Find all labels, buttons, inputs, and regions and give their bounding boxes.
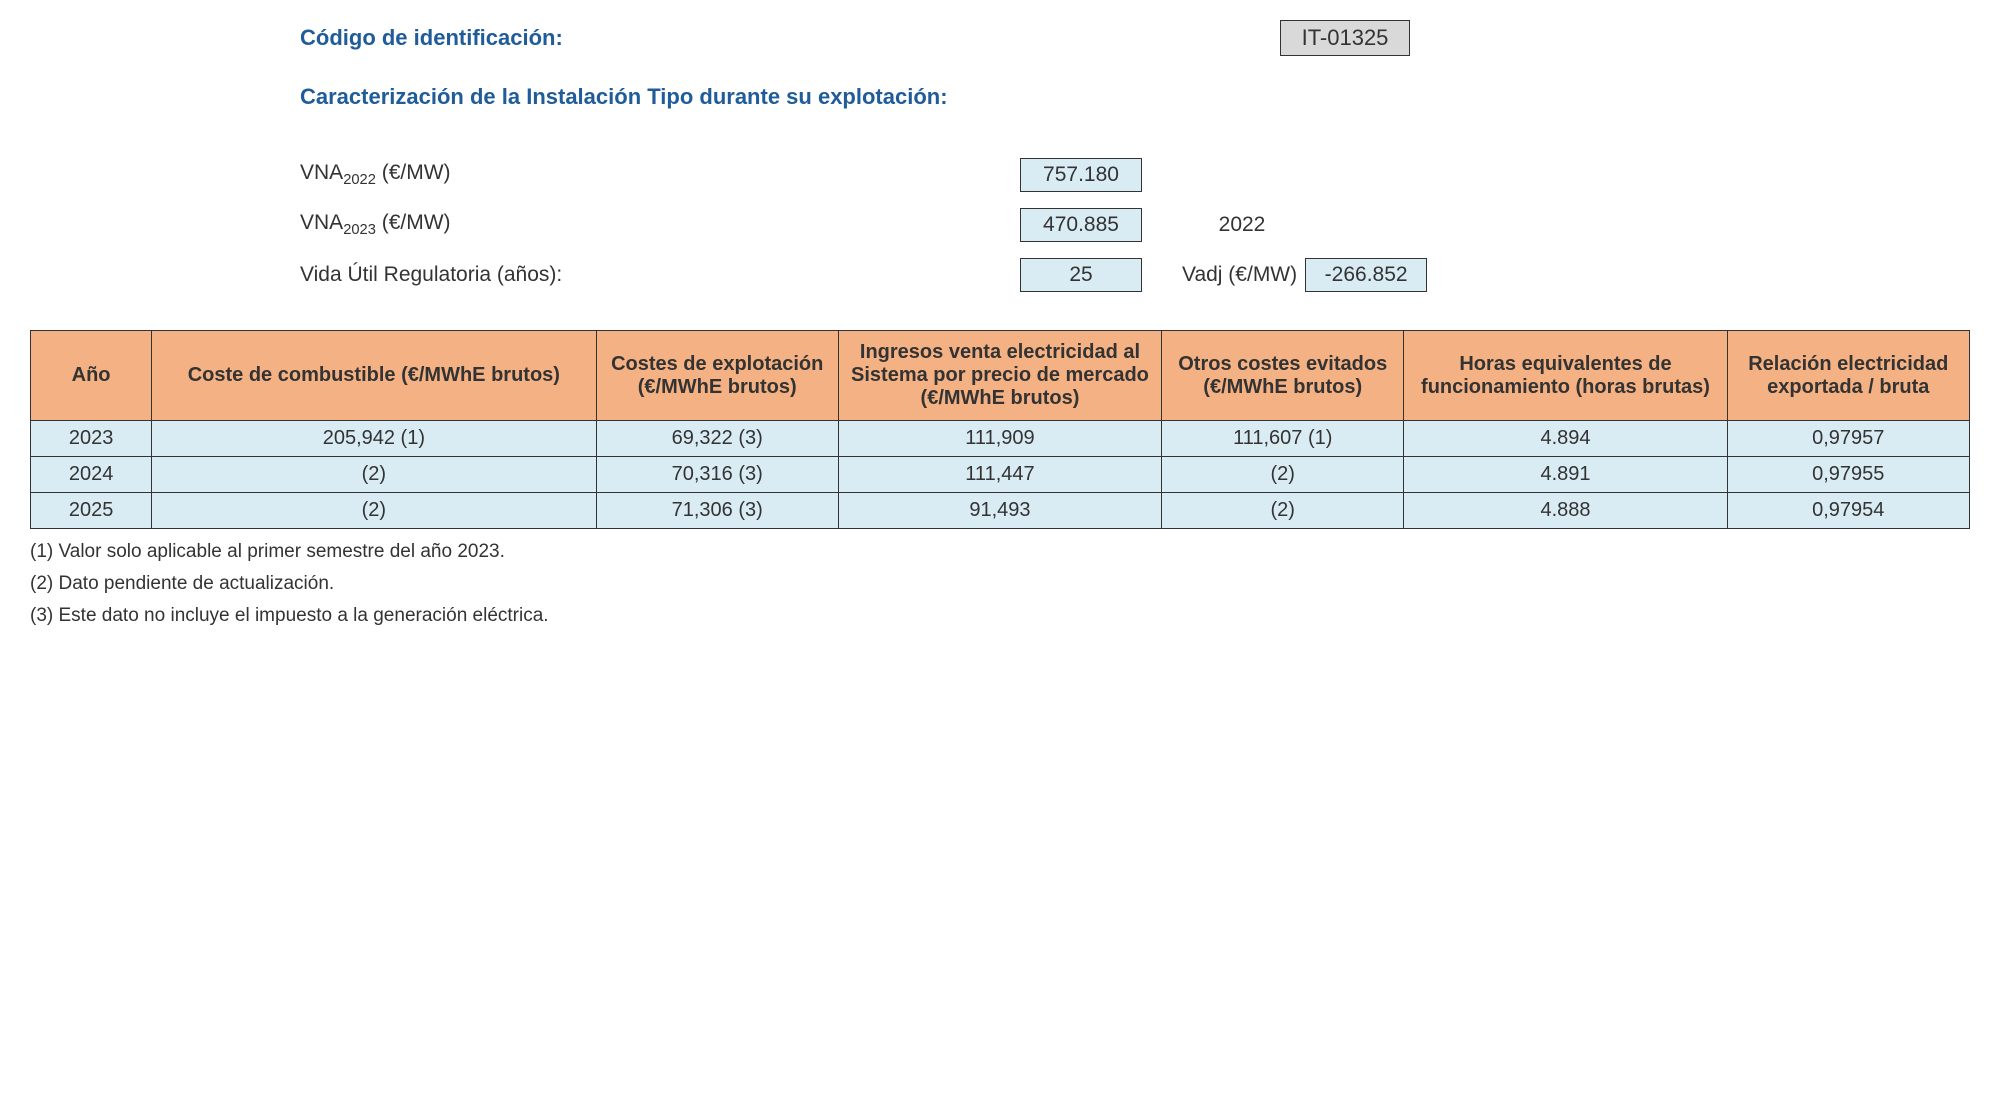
table-cell: 4.894	[1404, 421, 1727, 457]
vna-2023-row: VNA2023 (€/MW) 470.885 2022	[300, 200, 1970, 250]
table-col-header: Año	[31, 331, 152, 421]
table-row: 2023205,942 (1)69,322 (3)111,909111,607 …	[31, 421, 1970, 457]
vna-2023-post: (€/MW)	[376, 211, 451, 234]
table-col-header: Coste de combustible (€/MWhE brutos)	[152, 331, 596, 421]
footnote: (2) Dato pendiente de actualización.	[30, 573, 1970, 595]
table-col-header: Otros costes evitados (€/MWhE brutos)	[1162, 331, 1404, 421]
table-head: AñoCoste de combustible (€/MWhE brutos)C…	[31, 331, 1970, 421]
table-cell: 70,316 (3)	[596, 457, 838, 493]
table-cell: 4.888	[1404, 493, 1727, 529]
footnote: (1) Valor solo aplicable al primer semes…	[30, 541, 1970, 563]
table-cell: 69,322 (3)	[596, 421, 838, 457]
code-label: Código de identificación:	[300, 25, 563, 51]
table-cell: (2)	[152, 457, 596, 493]
table-col-header: Relación electricidad exportada / bruta	[1727, 331, 1969, 421]
table-cell: 111,447	[838, 457, 1161, 493]
vna-2023-sub: 2023	[343, 223, 376, 239]
table-cell: 2025	[31, 493, 152, 529]
table-row: 2024(2)70,316 (3)111,447(2)4.8910,97955	[31, 457, 1970, 493]
vna-2023-label: VNA2023 (€/MW)	[300, 211, 1020, 238]
footnote: (3) Este dato no incluye el impuesto a l…	[30, 605, 1970, 627]
table-cell: 0,97954	[1727, 493, 1969, 529]
table-cell: 4.891	[1404, 457, 1727, 493]
table-cell: 2024	[31, 457, 152, 493]
vna-2023-pre: VNA	[300, 211, 343, 234]
param-rows: VNA2022 (€/MW) 757.180 VNA2023 (€/MW) 47…	[300, 150, 1970, 300]
vida-value: 25	[1020, 258, 1142, 292]
table-cell: 111,909	[838, 421, 1161, 457]
table-col-header: Horas equivalentes de funcionamiento (ho…	[1404, 331, 1727, 421]
table-row: 2025(2)71,306 (3)91,493(2)4.8880,97954	[31, 493, 1970, 529]
vadj-value: -266.852	[1305, 258, 1427, 292]
vida-label: Vida Útil Regulatoria (años):	[300, 263, 1020, 287]
vna-2022-pre: VNA	[300, 161, 343, 184]
data-table: AñoCoste de combustible (€/MWhE brutos)C…	[30, 330, 1970, 529]
vna-2022-value: 757.180	[1020, 158, 1142, 192]
vna-2022-label: VNA2022 (€/MW)	[300, 161, 1020, 188]
table-cell: 71,306 (3)	[596, 493, 838, 529]
table-col-header: Ingresos venta electricidad al Sistema p…	[838, 331, 1161, 421]
vna-2022-row: VNA2022 (€/MW) 757.180	[300, 150, 1970, 200]
vna-2022-post: (€/MW)	[376, 161, 451, 184]
table-cell: 0,97955	[1727, 457, 1969, 493]
section-title: Caracterización de la Instalación Tipo d…	[300, 84, 1970, 110]
vadj-label: Vadj (€/MW)	[1182, 263, 1297, 287]
code-value-box: IT-01325	[1280, 20, 1410, 56]
table-col-header: Costes de explotación (€/MWhE brutos)	[596, 331, 838, 421]
table-cell: 2023	[31, 421, 152, 457]
table-cell: (2)	[1162, 457, 1404, 493]
table-header-row: AñoCoste de combustible (€/MWhE brutos)C…	[31, 331, 1970, 421]
footnotes: (1) Valor solo aplicable al primer semes…	[30, 541, 1970, 627]
table-body: 2023205,942 (1)69,322 (3)111,909111,607 …	[31, 421, 1970, 529]
table-cell: 205,942 (1)	[152, 421, 596, 457]
vida-row: Vida Útil Regulatoria (años): 25 Vadj (€…	[300, 250, 1970, 300]
year-right: 2022	[1142, 213, 1342, 237]
table-cell: (2)	[1162, 493, 1404, 529]
vna-2022-sub: 2022	[343, 173, 376, 189]
table-cell: 0,97957	[1727, 421, 1969, 457]
vna-2023-value: 470.885	[1020, 208, 1142, 242]
code-row: Código de identificación: IT-01325	[300, 20, 1970, 56]
header-section: Código de identificación: IT-01325 Carac…	[300, 20, 1970, 300]
table-cell: 111,607 (1)	[1162, 421, 1404, 457]
table-cell: (2)	[152, 493, 596, 529]
table-cell: 91,493	[838, 493, 1161, 529]
